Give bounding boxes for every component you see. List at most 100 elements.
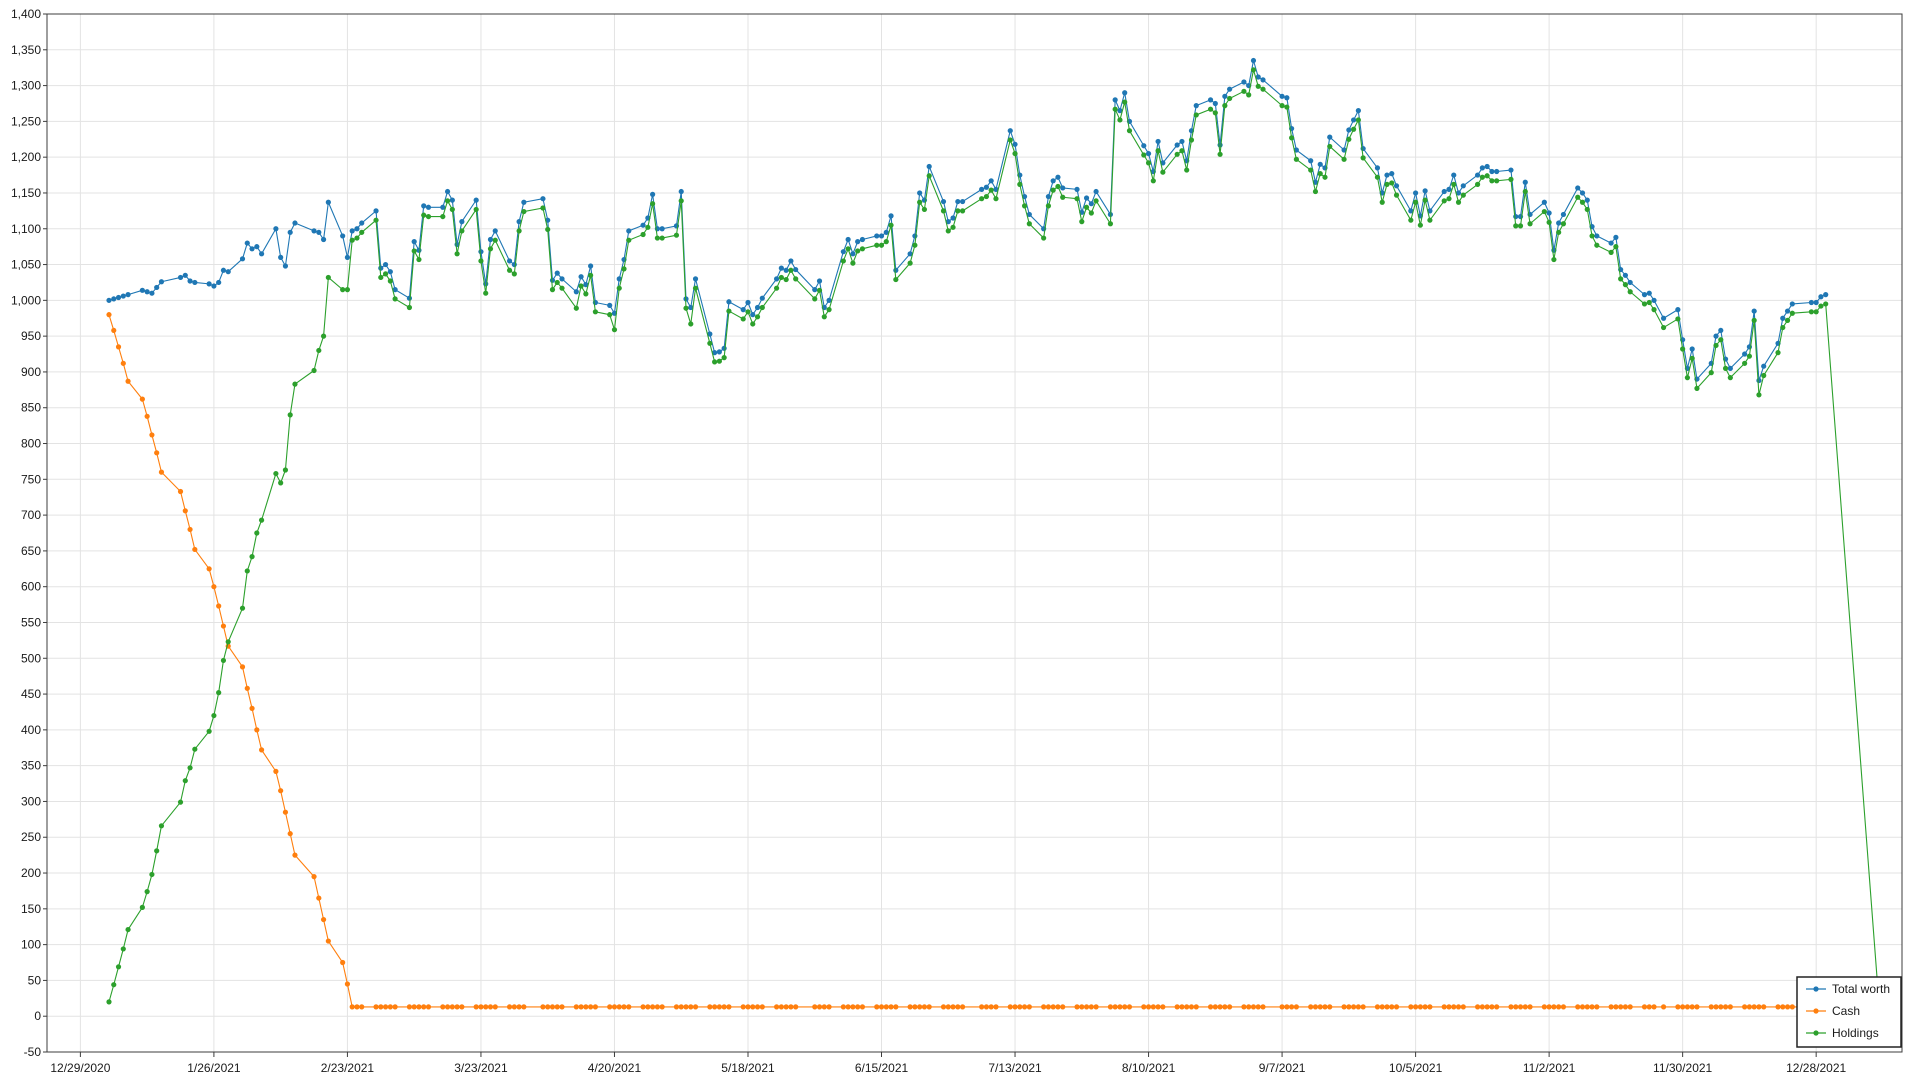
y-tick-label: 900	[21, 365, 41, 379]
data-point-cash	[249, 705, 255, 711]
data-point-total-worth	[449, 197, 455, 203]
data-point-holdings	[588, 272, 594, 278]
data-point-holdings	[778, 274, 784, 281]
data-point-holdings	[917, 199, 923, 205]
data-point-holdings	[616, 285, 622, 291]
data-point-cash	[1012, 1004, 1018, 1010]
data-point-cash	[912, 1004, 918, 1010]
data-point-total-worth	[1541, 199, 1547, 205]
data-point-cash	[979, 1004, 985, 1010]
data-point-cash	[659, 1004, 665, 1010]
data-point-cash	[1508, 1004, 1514, 1010]
data-point-cash	[454, 1004, 460, 1010]
data-point-cash	[273, 768, 279, 774]
data-point-cash	[1646, 1004, 1652, 1010]
data-point-total-worth	[516, 219, 522, 225]
data-point-cash	[158, 469, 165, 475]
data-point-holdings	[921, 206, 928, 213]
data-point-holdings	[950, 224, 956, 230]
data-point-total-worth	[282, 263, 289, 269]
x-tick-label: 1/26/2021	[187, 1061, 241, 1075]
data-point-holdings	[683, 305, 689, 311]
data-point-holdings	[1122, 99, 1128, 105]
data-point-holdings	[382, 271, 389, 277]
data-point-holdings	[1446, 196, 1452, 202]
y-tick-label: 1,400	[11, 7, 41, 21]
data-point-holdings	[1184, 167, 1190, 173]
data-point-total-worth	[1441, 188, 1447, 195]
data-point-total-worth	[487, 236, 494, 243]
data-point-holdings	[1212, 110, 1218, 116]
data-point-cash	[1527, 1004, 1533, 1010]
data-point-holdings	[1050, 187, 1056, 193]
data-point-total-worth	[588, 263, 594, 269]
data-point-cash	[1560, 1004, 1567, 1010]
data-point-cash	[106, 312, 112, 318]
data-point-total-worth	[125, 292, 131, 298]
data-point-holdings	[125, 926, 131, 933]
data-point-cash	[1041, 1004, 1047, 1010]
data-point-total-worth	[893, 267, 899, 273]
data-point-cash	[1093, 1004, 1099, 1010]
data-point-total-worth	[540, 196, 546, 202]
data-point-total-worth	[359, 220, 365, 226]
data-point-cash	[1751, 1004, 1757, 1010]
data-point-total-worth	[1627, 279, 1633, 286]
data-point-holdings	[211, 712, 217, 719]
y-tick-label: 500	[21, 651, 41, 665]
data-point-total-worth	[1141, 143, 1147, 149]
data-point-holdings	[1541, 208, 1547, 215]
data-point-holdings	[273, 470, 279, 477]
data-point-cash	[1360, 1004, 1366, 1010]
data-point-total-worth	[1489, 168, 1495, 175]
data-point-holdings	[373, 217, 379, 223]
data-point-holdings	[1608, 249, 1614, 255]
data-point-cash	[278, 788, 284, 794]
data-point-total-worth	[1646, 290, 1652, 296]
data-point-total-worth	[1789, 301, 1795, 307]
data-point-holdings	[1360, 155, 1366, 161]
data-point-holdings	[1556, 229, 1562, 235]
data-point-cash	[583, 1004, 589, 1010]
data-point-holdings	[182, 778, 188, 784]
data-point-cash	[621, 1004, 627, 1010]
data-point-total-worth	[1207, 97, 1214, 103]
data-point-total-worth	[1727, 365, 1733, 371]
data-point-cash	[1746, 1004, 1752, 1010]
data-point-total-worth	[740, 307, 746, 313]
data-point-cash	[239, 664, 246, 670]
data-point-holdings	[258, 517, 265, 523]
data-point-total-worth	[1718, 327, 1724, 334]
data-point-cash	[1446, 1004, 1452, 1010]
data-point-total-worth	[1327, 134, 1333, 140]
data-point-cash	[244, 685, 250, 691]
data-point-holdings	[1408, 217, 1414, 223]
data-point-holdings	[1021, 203, 1028, 209]
data-point-total-worth	[144, 289, 150, 295]
data-point-cash	[721, 1004, 727, 1010]
data-point-cash	[320, 916, 327, 923]
data-point-cash	[1341, 1004, 1347, 1010]
data-point-cash	[1742, 1004, 1748, 1010]
data-point-total-worth	[244, 240, 250, 246]
data-point-holdings	[888, 222, 894, 228]
data-point-holdings	[583, 291, 589, 297]
data-point-holdings	[1041, 235, 1047, 241]
data-point-cash	[945, 1004, 951, 1010]
data-point-total-worth	[1250, 57, 1257, 64]
data-point-cash	[1594, 1004, 1600, 1010]
data-point-total-worth	[554, 270, 560, 276]
data-point-holdings	[1126, 128, 1133, 134]
data-point-cash	[626, 1004, 632, 1010]
data-point-cash	[421, 1004, 427, 1010]
data-point-cash	[111, 327, 117, 334]
data-point-cash	[750, 1004, 756, 1010]
data-point-cash	[678, 1004, 684, 1010]
y-tick-label: 50	[28, 973, 42, 987]
data-point-holdings	[1594, 242, 1600, 248]
data-point-total-worth	[1660, 315, 1667, 321]
data-point-cash	[1293, 1004, 1299, 1010]
data-point-total-worth	[340, 233, 346, 239]
data-point-cash	[1675, 1004, 1681, 1010]
data-point-total-worth	[659, 226, 665, 232]
